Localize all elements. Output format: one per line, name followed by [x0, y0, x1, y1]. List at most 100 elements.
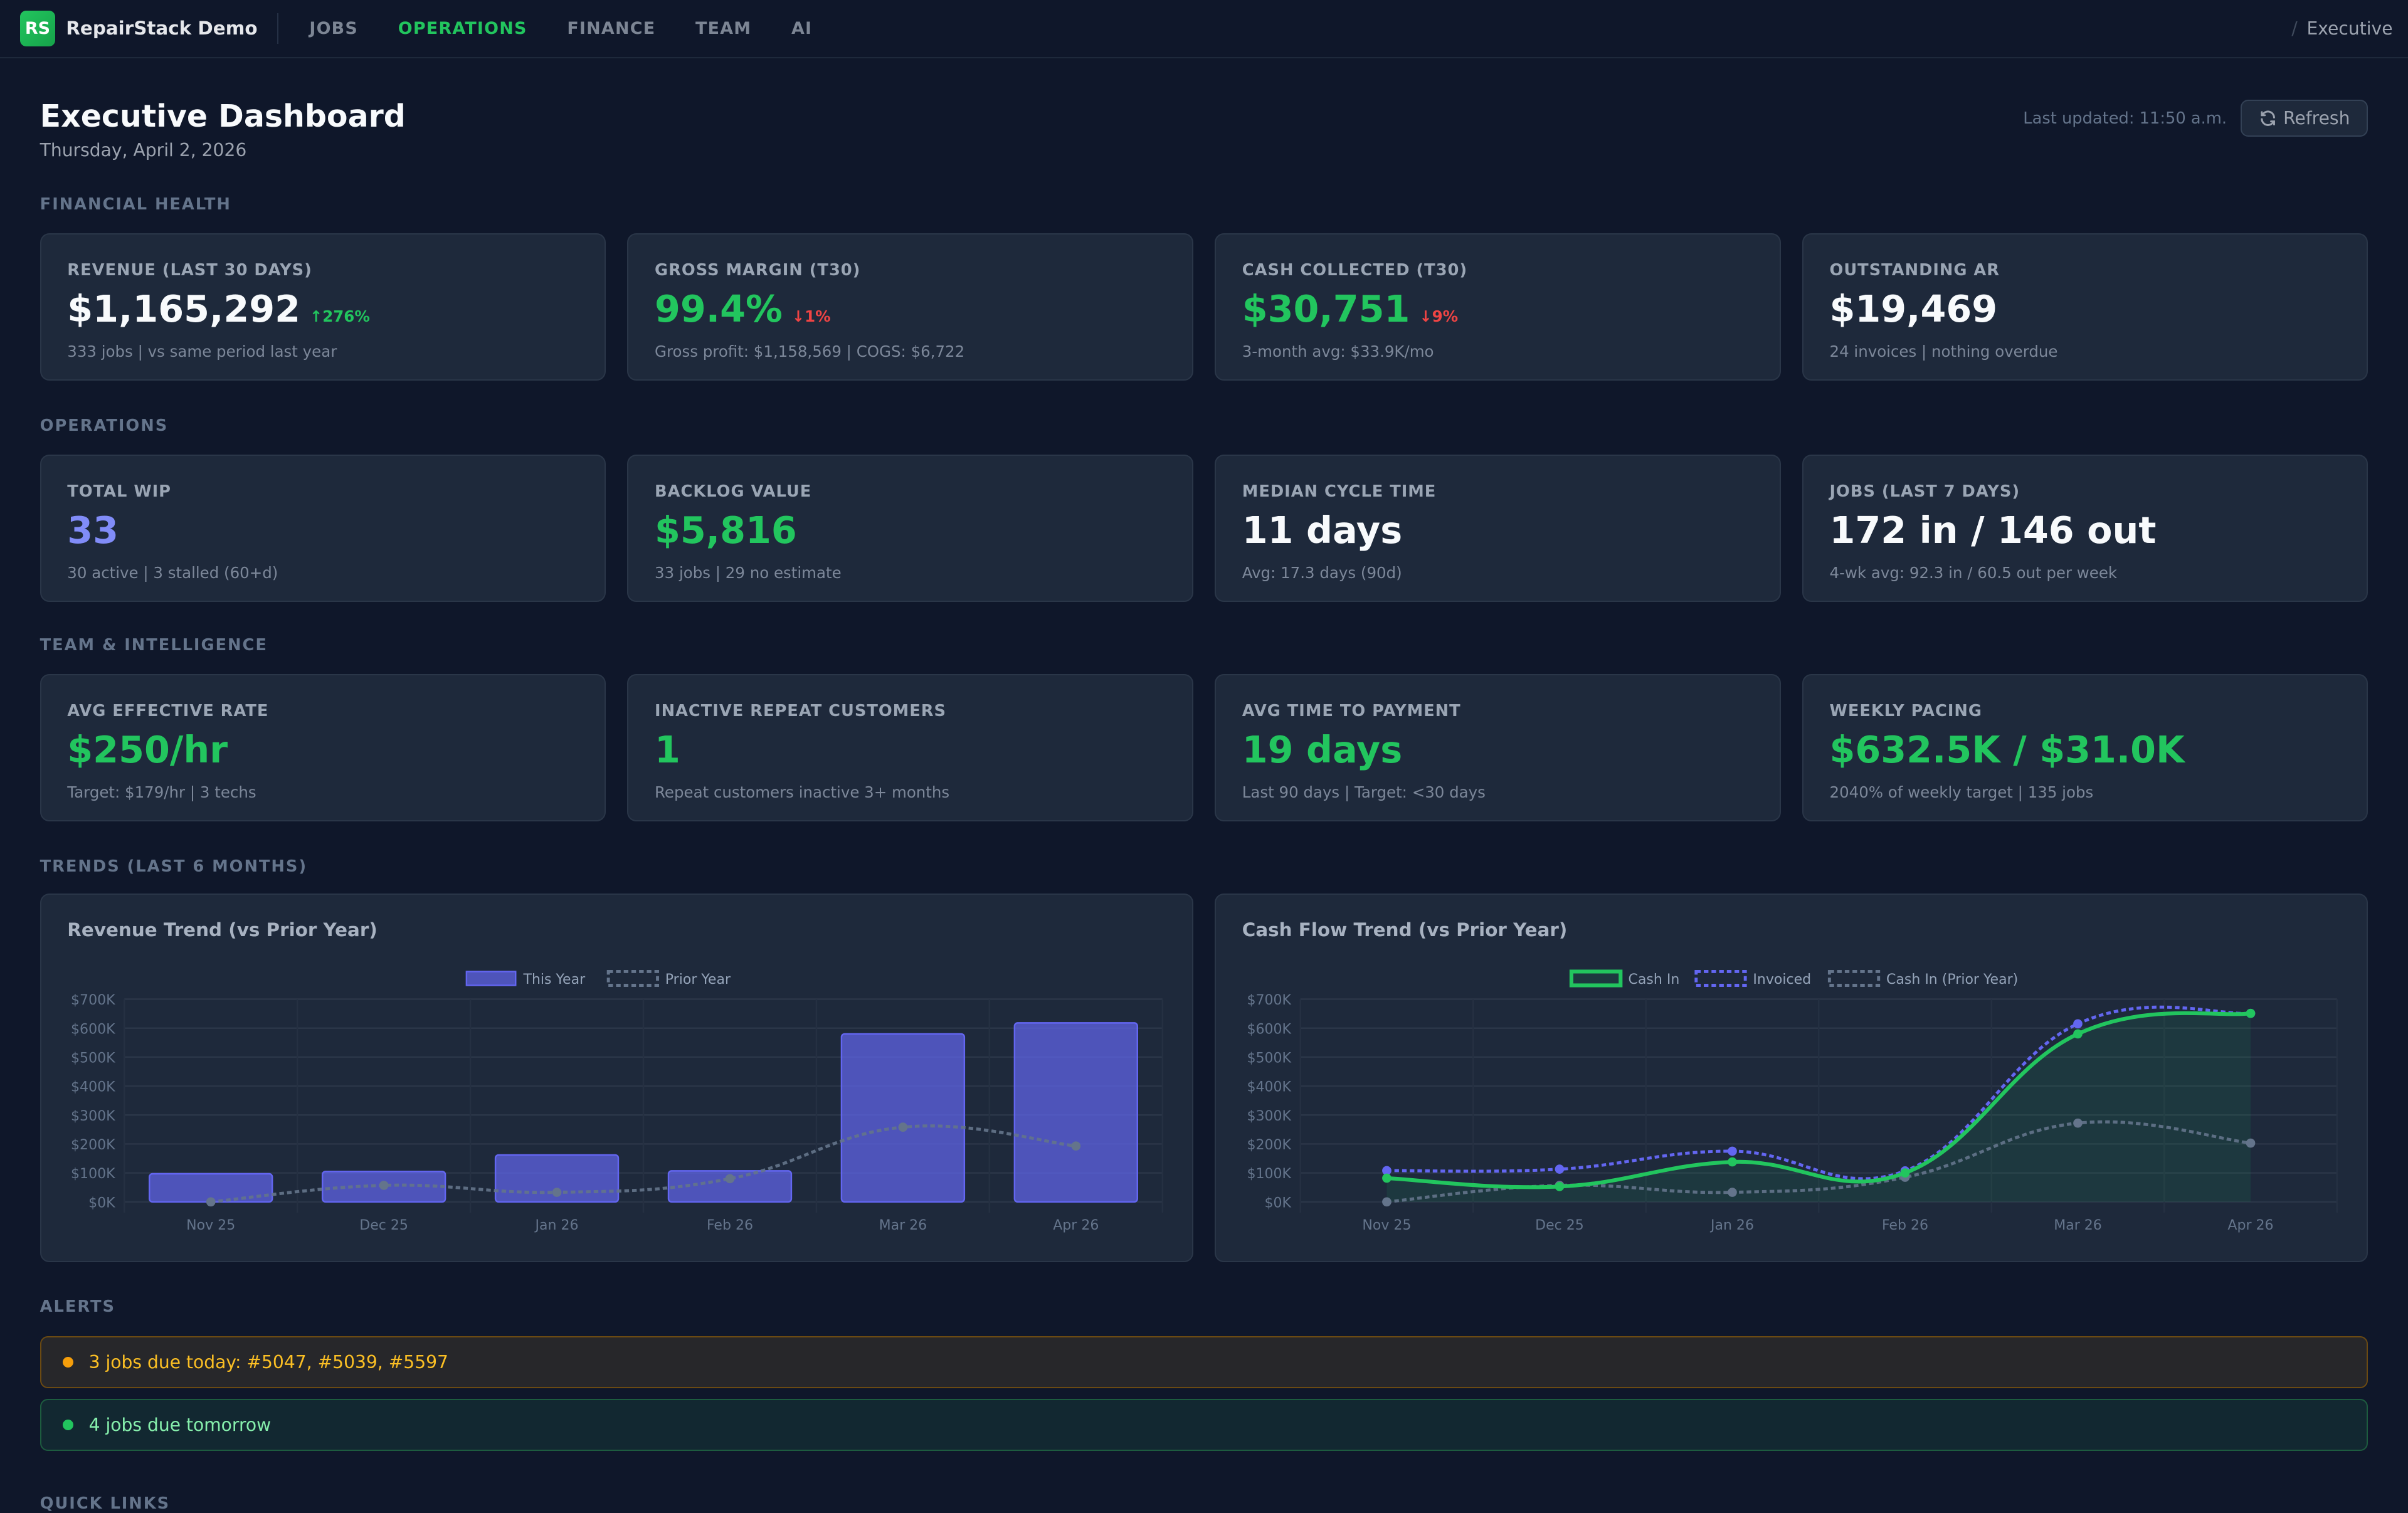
data-point — [1382, 1166, 1391, 1176]
bar — [1013, 1022, 1138, 1203]
nav-finance[interactable]: FINANCE — [567, 19, 656, 39]
data-point — [379, 1181, 389, 1191]
x-tick-label: Mar 26 — [879, 1218, 927, 1233]
kpi-value: $250/hr — [67, 727, 228, 771]
kpi-card[interactable]: OUTSTANDING AR $19,469 24 invoices | not… — [1802, 233, 2368, 381]
data-point — [1728, 1157, 1737, 1167]
kpi-value: $30,751 — [1242, 287, 1410, 331]
chart-title: Revenue Trend (vs Prior Year) — [67, 919, 378, 941]
kpi-subtext: 333 jobs | vs same period last year — [67, 342, 337, 361]
chart-title: Cash Flow Trend (vs Prior Year) — [1242, 919, 1568, 941]
kpi-value-row: $19,469 — [1830, 287, 2341, 333]
kpi-card[interactable]: INACTIVE REPEAT CUSTOMERS 1 Repeat custo… — [627, 674, 1193, 822]
data-point — [2246, 1009, 2256, 1018]
legend-swatch — [1694, 970, 1747, 988]
kpi-value-row: $250/hr — [67, 728, 578, 774]
revenue-trend-svg: $0K $100K $200K $300K $400K $500K $600K $700K No… — [71, 970, 1163, 1233]
nav-jobs[interactable]: JOBS — [309, 19, 359, 39]
kpi-label: JOBS (LAST 7 DAYS) — [1829, 482, 2020, 501]
bar — [494, 1154, 619, 1203]
nav-ai[interactable]: AI — [791, 19, 813, 39]
x-tick-label: Apr 26 — [1053, 1218, 1099, 1233]
section-financial-health: FINANCIAL HEALTH — [40, 195, 231, 214]
y-tick-label: $500K — [1247, 1051, 1292, 1067]
kpi-card[interactable]: GROSS MARGIN (T30) 99.4% ↓1% Gross profit… — [627, 233, 1193, 381]
kpi-subtext: 3-month avg: $33.9K/mo — [1242, 342, 1434, 361]
area-fill — [1386, 1013, 2251, 1203]
legend-label: Cash In (Prior Year) — [1886, 972, 2018, 988]
kpi-value: 1 — [655, 727, 680, 771]
x-tick-label: Feb 26 — [1882, 1218, 1928, 1233]
x-tick-label: Jan 26 — [534, 1218, 578, 1233]
alert-text: 4 jobs due tomorrow — [88, 1415, 272, 1436]
kpi-subtext: Gross profit: $1,158,569 | COGS: $6,722 — [655, 342, 965, 361]
kpi-subtext: Target: $179/hr | 3 techs — [67, 783, 256, 802]
kpi-value: 19 days — [1242, 727, 1403, 771]
breadcrumb: / Executive — [2291, 18, 2392, 39]
section-operations: OPERATIONS — [40, 416, 169, 435]
data-point — [206, 1197, 216, 1207]
legend-swatch — [465, 971, 517, 987]
kpi-card[interactable]: BACKLOG VALUE $5,816 33 jobs | 29 no est… — [627, 454, 1193, 602]
y-tick-label: $300K — [1247, 1109, 1292, 1124]
kpi-value: 11 days — [1242, 508, 1403, 552]
y-tick-label: $400K — [71, 1080, 115, 1095]
brand-name[interactable]: RepairStack Demo — [66, 13, 279, 44]
data-point — [2073, 1029, 2083, 1039]
kpi-card[interactable]: CASH COLLECTED (T30) $30,751 ↓9% 3-month … — [1215, 233, 1781, 381]
kpi-card[interactable]: WEEKLY PACING $632.5K / $31.0K 2040% of … — [1802, 674, 2368, 822]
data-point — [898, 1122, 907, 1132]
warning-dot-icon — [62, 1356, 74, 1368]
kpi-label: CASH COLLECTED (T30) — [1242, 260, 1468, 280]
nav-operations[interactable]: OPERATIONS — [398, 19, 527, 39]
section-quick-links: QUICK LINKS — [40, 1494, 171, 1513]
team-cards: AVG EFFECTIVE RATE $250/hr Target: $179/… — [40, 674, 2368, 822]
y-tick-label: $700K — [1247, 993, 1292, 1008]
kpi-card[interactable]: MEDIAN CYCLE TIME 11 days Avg: 17.3 days… — [1215, 454, 1781, 602]
financial-cards: REVENUE (LAST 30 DAYS) $1,165,292 ↑276% 3… — [40, 233, 2368, 381]
kpi-subtext: Avg: 17.3 days (90d) — [1242, 563, 1402, 582]
last-updated: Last updated: 11:50 a.m. — [2023, 108, 2227, 128]
kpi-value-row: 99.4% ↓1% — [655, 287, 1166, 333]
refresh-button[interactable]: Refresh — [2241, 100, 2368, 137]
data-point — [1900, 1168, 1910, 1178]
kpi-subtext: 30 active | 3 stalled (60+d) — [67, 563, 278, 582]
y-tick-label: $200K — [1247, 1137, 1292, 1153]
refresh-label: Refresh — [2283, 108, 2350, 129]
data-point — [725, 1174, 734, 1184]
series-line — [1386, 1006, 2251, 1181]
kpi-card[interactable]: REVENUE (LAST 30 DAYS) $1,165,292 ↑276% 3… — [40, 233, 606, 381]
kpi-value-row: 1 — [655, 728, 1166, 774]
legend-label: Invoiced — [1753, 972, 1812, 988]
kpi-change: ↓1% — [791, 307, 831, 326]
kpi-value: 33 — [67, 508, 119, 552]
kpi-value-row: $5,816 — [655, 509, 1166, 554]
breadcrumb-current: Executive — [2306, 18, 2393, 40]
kpi-value: $19,469 — [1829, 287, 1998, 331]
bar — [840, 1033, 965, 1203]
kpi-subtext: 4-wk avg: 92.3 in / 60.5 out per week — [1829, 563, 2118, 582]
kpi-value-row: $1,165,292 ↑276% — [67, 287, 578, 333]
kpi-label: TOTAL WIP — [67, 482, 172, 501]
logo[interactable]: RS — [19, 11, 56, 46]
kpi-card[interactable]: JOBS (LAST 7 DAYS) 172 in / 146 out 4-wk… — [1802, 454, 2368, 602]
kpi-card[interactable]: AVG EFFECTIVE RATE $250/hr Target: $179/… — [40, 674, 606, 822]
section-alerts: ALERTS — [40, 1297, 115, 1317]
y-tick-label: $200K — [71, 1137, 115, 1153]
alert-warning[interactable]: 3 jobs due today: #5047, #5039, #5597 — [40, 1336, 2368, 1388]
x-tick-label: Mar 26 — [2054, 1218, 2102, 1233]
bar — [667, 1170, 792, 1203]
kpi-card[interactable]: TOTAL WIP 33 30 active | 3 stalled (60+d… — [40, 454, 606, 602]
chart-legend: This Year Prior Year — [465, 970, 731, 988]
info-dot-icon — [62, 1420, 74, 1431]
kpi-subtext: 24 invoices | nothing overdue — [1829, 342, 2058, 361]
trend-charts: Revenue Trend (vs Prior Year) $0K $100K $2… — [40, 894, 2368, 1263]
data-point — [1382, 1197, 1391, 1207]
kpi-card[interactable]: AVG TIME TO PAYMENT 19 days Last 90 days… — [1215, 674, 1781, 822]
kpi-change: ↓9% — [1419, 307, 1459, 326]
legend-label: Cash In — [1629, 972, 1680, 988]
alert-info[interactable]: 4 jobs due tomorrow — [40, 1399, 2368, 1452]
kpi-value-row: $632.5K / $31.0K — [1830, 728, 2341, 774]
nav-team[interactable]: TEAM — [695, 19, 752, 39]
legend-swatch — [1828, 970, 1881, 988]
